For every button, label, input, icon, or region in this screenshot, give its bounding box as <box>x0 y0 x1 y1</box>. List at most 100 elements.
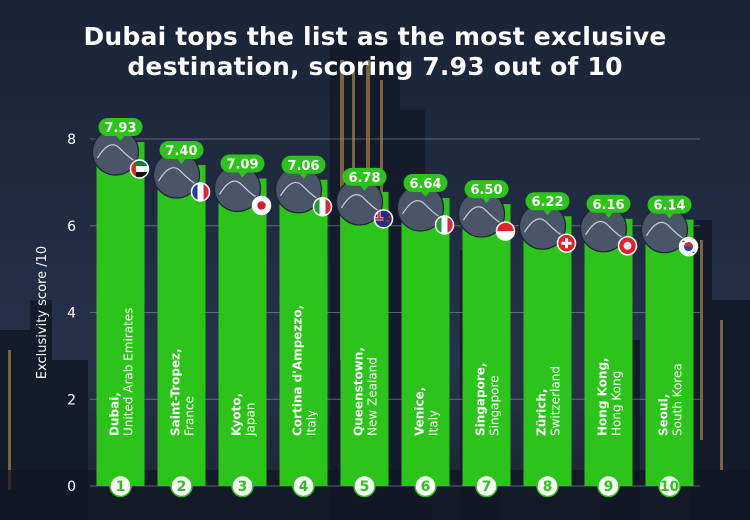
italy-flag-icon-border <box>434 215 455 235</box>
chart-title-line-2: destination, scoring 7.93 out of 10 <box>127 52 623 81</box>
y-axis-label: Exclusivity score /10 <box>35 246 50 379</box>
category-label: Venice,Italy <box>413 387 441 436</box>
category-label: Hong Kong,Hong Kong <box>596 357 624 436</box>
category-label: Saint-Tropez,France <box>169 348 197 436</box>
coastline-icon <box>462 206 500 223</box>
south-korea-flag-icon-border <box>678 236 699 257</box>
coastline-icon <box>401 200 439 217</box>
uae-flag-icon-border <box>129 159 150 179</box>
bar <box>279 179 328 486</box>
value-badge-pointer <box>116 136 125 142</box>
bar <box>218 178 267 486</box>
south-korea-flag-icon <box>679 237 698 256</box>
bar <box>645 219 694 487</box>
france-flag-icon-border <box>190 182 211 202</box>
italy-flag-icon <box>435 215 454 234</box>
city-label: Cortina d'Ampezzo, <box>291 305 305 436</box>
value-label: 6.64 <box>409 177 441 192</box>
value-badge <box>98 118 143 137</box>
country-label: Japan <box>244 403 258 437</box>
country-label: Italy <box>427 410 441 436</box>
rank-label: 2 <box>177 479 187 495</box>
y-tick-label: 0 <box>67 479 76 495</box>
bar <box>401 197 450 487</box>
category-label: Cortina d'Ampezzo,Italy <box>291 305 319 436</box>
country-label: Italy <box>305 410 319 436</box>
france-flag-icon <box>191 183 210 202</box>
italy-flag-icon-border <box>312 197 333 217</box>
bar-group: 7.40 Saint-Tropez,France 2 <box>152 141 211 498</box>
value-label: 6.22 <box>531 195 563 210</box>
coastline-icon <box>523 218 561 235</box>
value-badge <box>342 167 387 186</box>
value-label: 6.16 <box>592 198 624 213</box>
rank-label: 1 <box>116 479 126 495</box>
city-label: Saint-Tropez, <box>169 348 183 436</box>
category-label: Seoul,South Korea <box>657 363 685 436</box>
country-label: Singapore <box>488 375 502 436</box>
rank-badge <box>475 474 498 498</box>
rank-badge <box>597 474 620 498</box>
italy-flag-icon <box>313 197 332 216</box>
rank-badge <box>353 474 376 498</box>
chart-title-line-1: Dubai tops the list as the most exclusiv… <box>83 22 667 51</box>
value-badge <box>525 192 570 211</box>
value-badge-pointer <box>665 213 674 219</box>
coastline-icon <box>584 220 622 238</box>
y-tick-label: 6 <box>67 219 76 235</box>
bar-group: 6.14 Seoul,South Korea 10 <box>640 195 699 498</box>
rank-label: 5 <box>360 479 370 495</box>
country-label: Switzerland <box>549 366 563 436</box>
hong-kong-flag-icon-border <box>617 236 638 256</box>
coastline-icon <box>96 144 134 161</box>
coastline-icon <box>279 181 317 199</box>
bar-group: 6.16 Hong Kong,Hong Kong 9 <box>579 194 638 498</box>
value-label: 7.06 <box>287 159 319 174</box>
country-label: United Arab Emirates <box>122 308 136 436</box>
bar <box>157 165 206 486</box>
singapore-flag-icon-border <box>495 221 516 241</box>
rank-badge <box>536 474 559 498</box>
value-badge <box>220 154 265 173</box>
chart-title: Dubai tops the list as the most exclusiv… <box>0 22 750 82</box>
value-badge <box>403 173 448 192</box>
city-label: Seoul, <box>657 394 671 436</box>
bar <box>584 218 633 486</box>
coastline-icon <box>340 194 378 211</box>
value-badge <box>586 194 631 213</box>
value-badge <box>159 141 204 160</box>
rank-badge <box>170 474 193 498</box>
bar-group: 6.22 Zürich,Switzerland 8 <box>518 192 577 498</box>
rank-badge <box>414 474 437 498</box>
category-label: Dubai,United Arab Emirates <box>108 308 136 436</box>
bar <box>340 191 389 487</box>
value-label: 6.14 <box>653 199 685 214</box>
value-label: 6.78 <box>348 171 380 186</box>
city-label: Dubai, <box>108 392 122 436</box>
rank-badge <box>658 474 681 498</box>
country-label: New Zealand <box>366 357 380 436</box>
country-label: Hong Kong <box>610 371 624 436</box>
category-label: Zürich,Switzerland <box>535 366 563 436</box>
bar-group: 6.64 Venice,Italy 6 <box>396 173 455 498</box>
rank-label: 3 <box>238 479 248 495</box>
singapore-flag-icon <box>496 222 515 241</box>
switzerland-flag-icon <box>557 234 576 253</box>
value-badge <box>647 195 692 214</box>
coastline-icon <box>218 180 256 198</box>
japan-flag-icon <box>252 196 271 215</box>
rank-badge <box>292 474 315 498</box>
new-zealand-flag-icon <box>374 209 393 228</box>
city-label: Singapore, <box>474 363 488 436</box>
bar-group: 6.78 Queenstown,New Zealand 5 <box>335 167 394 498</box>
rank-label: 8 <box>543 479 553 495</box>
country-label: France <box>183 396 197 436</box>
coastline-icon <box>157 167 195 184</box>
value-badge-pointer <box>177 159 186 165</box>
value-badge-pointer <box>421 191 430 197</box>
bar-group: 7.09 Kyoto,Japan 3 <box>213 154 272 498</box>
value-badge <box>281 155 326 174</box>
y-tick-label: 2 <box>67 392 76 408</box>
